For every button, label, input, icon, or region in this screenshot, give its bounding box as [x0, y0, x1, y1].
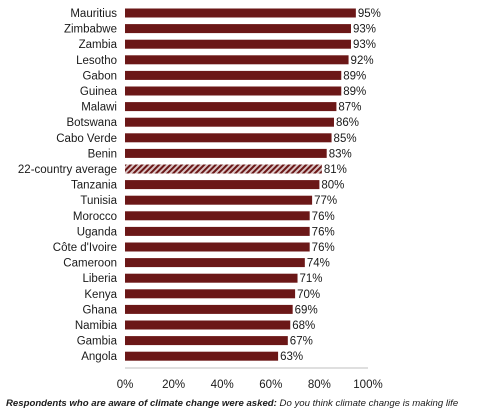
category-label-gambia: Gambia	[77, 336, 118, 348]
value-label-mauritius: 95%	[358, 8, 381, 20]
category-label-benin: Benin	[88, 148, 117, 160]
category-label-lesotho: Lesotho	[76, 55, 117, 67]
bar-lesotho	[125, 55, 349, 65]
value-label-namibia: 68%	[292, 320, 315, 332]
bars-layer	[125, 8, 356, 361]
category-label-zimbabwe: Zimbabwe	[64, 24, 117, 36]
category-label-liberia: Liberia	[82, 273, 117, 285]
bar-cabo-verde	[125, 133, 332, 143]
bar-tunisia	[125, 195, 313, 205]
bar-benin	[125, 148, 327, 158]
value-label-botswana: 86%	[336, 117, 359, 129]
bar-gabon	[125, 70, 342, 80]
footnote-bold: Respondents who are aware of climate cha…	[6, 398, 277, 409]
value-label-morocco: 76%	[312, 211, 335, 223]
value-label-zimbabwe: 93%	[353, 24, 376, 36]
bar-guinea	[125, 86, 342, 96]
footnote: Respondents who are aware of climate cha…	[6, 398, 494, 418]
bar-22-country-average	[125, 164, 322, 174]
value-label-c-te-d-ivoire: 76%	[312, 242, 335, 254]
bar-cameroon	[125, 258, 305, 268]
bar-liberia	[125, 273, 298, 283]
category-label-botswana: Botswana	[66, 117, 117, 129]
x-tick-label-0: 0%	[117, 379, 134, 391]
bar-zambia	[125, 39, 351, 49]
category-label-ghana: Ghana	[82, 304, 117, 316]
category-label-gabon: Gabon	[82, 70, 117, 82]
category-label-namibia: Namibia	[75, 320, 118, 332]
value-label-kenya: 70%	[297, 289, 320, 301]
value-label-zambia: 93%	[353, 39, 376, 51]
bar-gambia	[125, 336, 288, 346]
bar-tanzania	[125, 180, 320, 190]
category-label-cameroon: Cameroon	[63, 258, 117, 270]
category-label-tanzania: Tanzania	[71, 180, 118, 192]
value-label-cabo-verde: 85%	[334, 133, 357, 145]
bar-angola	[125, 351, 279, 361]
value-label-lesotho: 92%	[351, 55, 374, 67]
category-label-22-country-average: 22-country average	[18, 164, 117, 176]
category-labels: Mauritius Zimbabwe Zambia Lesotho Gabon Guine…	[18, 8, 118, 363]
value-label-22-country-average: 81%	[324, 164, 347, 176]
bar-mauritius	[125, 8, 356, 18]
category-label-c-te-d-ivoire: Côte d'Ivoire	[53, 242, 117, 254]
bar-morocco	[125, 211, 310, 221]
value-label-cameroon: 74%	[307, 258, 330, 270]
category-label-cabo-verde: Cabo Verde	[56, 133, 117, 145]
value-label-ghana: 69%	[295, 304, 318, 316]
bar-c-te-d-ivoire	[125, 242, 310, 252]
value-label-guinea: 89%	[343, 86, 366, 98]
value-label-tanzania: 80%	[321, 180, 344, 192]
bar-malawi	[125, 102, 337, 112]
bar-ghana	[125, 304, 293, 314]
value-label-liberia: 71%	[300, 273, 323, 285]
bar-zimbabwe	[125, 24, 351, 34]
footnote-italic: Do you think climate change is making li…	[276, 398, 459, 409]
value-label-gabon: 89%	[343, 70, 366, 82]
category-label-malawi: Malawi	[81, 102, 117, 114]
value-label-benin: 83%	[329, 148, 352, 160]
value-label-angola: 63%	[280, 351, 303, 363]
x-tick-label-60: 60%	[259, 379, 282, 391]
bar-uganda	[125, 226, 310, 236]
bar-botswana	[125, 117, 334, 127]
value-label-malawi: 87%	[338, 102, 361, 114]
x-tick-label-100: 100%	[353, 379, 382, 391]
category-label-guinea: Guinea	[80, 86, 118, 98]
value-label-tunisia: 77%	[314, 195, 337, 207]
x-tick-label-80: 80%	[308, 379, 331, 391]
category-label-tunisia: Tunisia	[80, 195, 117, 207]
category-label-angola: Angola	[81, 351, 117, 363]
x-axis-ticks: 0% 20% 40% 60% 80% 100%	[117, 379, 383, 391]
value-label-uganda: 76%	[312, 226, 335, 238]
category-label-morocco: Morocco	[73, 211, 117, 223]
category-label-kenya: Kenya	[84, 289, 117, 301]
x-tick-label-20: 20%	[162, 379, 185, 391]
category-label-zambia: Zambia	[79, 39, 118, 51]
bar-kenya	[125, 289, 296, 299]
x-tick-label-40: 40%	[211, 379, 234, 391]
category-label-uganda: Uganda	[77, 226, 118, 238]
bar-namibia	[125, 320, 291, 330]
value-label-gambia: 67%	[290, 336, 313, 348]
category-label-mauritius: Mauritius	[70, 8, 117, 20]
bar-chart: Mauritius Zimbabwe Zambia Lesotho Gabon Guine…	[18, 8, 383, 391]
value-labels: 95% 93% 93% 92% 89% 89% 87% 86% 85% 83% 81% 80% 77% 7…	[280, 8, 381, 363]
